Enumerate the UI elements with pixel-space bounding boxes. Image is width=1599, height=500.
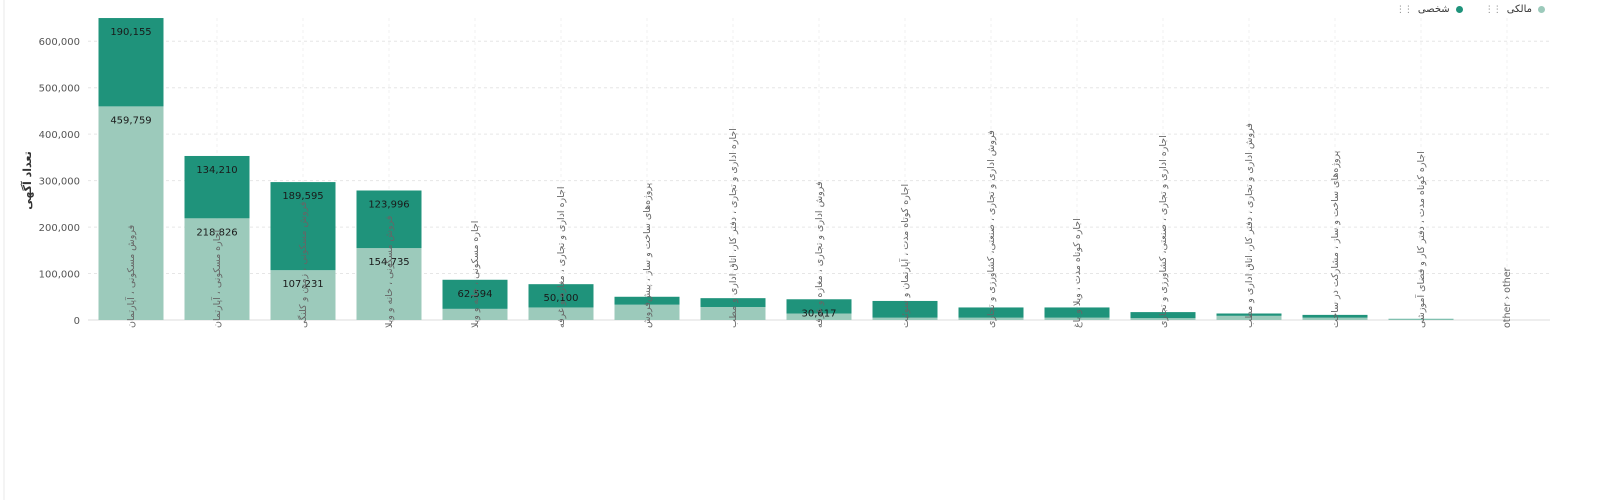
legend-item-malaki[interactable]: مالکی ⋮⋮ <box>1485 4 1545 15</box>
data-label: 154,735 <box>368 257 409 268</box>
data-label: 189,595 <box>282 191 323 202</box>
bar-segment <box>442 279 508 309</box>
x-tick-label: فروش اداری و تجاری ، دفتر کار، اتاق ادار… <box>1244 123 1255 328</box>
x-tick-label: اجاره اداری و تجاری ، مغازه و غرفه <box>556 186 567 328</box>
bar-segment <box>270 182 336 271</box>
bar-segment <box>786 299 852 314</box>
y-tick-label: 100,000 <box>39 270 80 281</box>
bar-segment <box>1302 314 1368 318</box>
data-label: 107,231 <box>282 279 323 290</box>
bar-segment <box>958 317 1024 320</box>
x-tick-label: فروش مسکونی ، آپارتمان <box>124 225 137 328</box>
data-label: 190,155 <box>110 27 151 38</box>
y-axis-title-text: تعداد آگهی <box>20 150 34 210</box>
x-tick-label: فروش مسکونی ، زمین و کلنگی <box>297 202 309 328</box>
data-label: 218,826 <box>196 227 237 238</box>
y-tick-label: 400,000 <box>39 130 80 141</box>
bar-segment <box>528 284 594 308</box>
bar-segment <box>356 248 422 320</box>
data-label: 459,759 <box>110 115 151 126</box>
bar-segment <box>1130 312 1196 319</box>
x-tick-label: اجاره مسکونی ، آپارتمان <box>210 230 223 328</box>
bar-segment <box>1044 317 1110 320</box>
x-tick-label: اجاره اداری و تجاری ، دفتر کار، اتاق ادا… <box>728 128 739 328</box>
bar-segment <box>1302 317 1368 320</box>
y-tick-label: 200,000 <box>39 223 80 234</box>
data-label: 134,210 <box>196 165 237 176</box>
data-label: 50,100 <box>544 293 579 304</box>
bar-segment <box>356 190 422 249</box>
legend-label: شخصی <box>1417 4 1450 15</box>
legend-dot-icon <box>1455 6 1463 13</box>
bar-segment <box>786 313 852 320</box>
legend-dot-icon <box>1538 6 1545 13</box>
bar-segment <box>184 218 250 320</box>
bar-segment <box>872 317 938 320</box>
bar-segment <box>872 300 938 318</box>
x-tick-label: اجاره مسکونی ، خانه و ویلا <box>470 221 481 328</box>
bar-segment <box>614 296 680 305</box>
y-tick-label: 0 <box>74 316 80 327</box>
data-label: 62,594 <box>458 289 493 300</box>
data-label: 123,996 <box>368 199 409 210</box>
data-label: 30,617 <box>802 308 837 319</box>
x-tick-label: پروژه‌های ساخت و ساز ، مشارکت در ساخت <box>1330 150 1341 328</box>
bar-segment <box>1388 319 1454 320</box>
bar-segment <box>1216 313 1282 316</box>
bar-segment <box>1216 315 1282 320</box>
bar-segment <box>700 298 766 307</box>
drag-handle-icon[interactable]: ⋮⋮ <box>1395 4 1413 15</box>
drag-handle-icon[interactable]: ⋮⋮ <box>1484 4 1502 15</box>
bar-segment <box>1130 318 1196 320</box>
y-tick-label: 600,000 <box>39 37 80 48</box>
bar-segment <box>184 155 250 219</box>
x-tick-label: other › other <box>1502 267 1513 328</box>
x-tick-label: اجاره کوتاه مدت ، ویلا و باغ <box>1072 218 1083 328</box>
bar-segment <box>958 307 1024 318</box>
bar-segment <box>98 18 164 107</box>
bar-segment <box>700 306 766 320</box>
y-tick-label: 500,000 <box>39 84 80 95</box>
x-tick-label: اجاره کوتاه مدت ، دفتر کار و فضای آموزشی <box>1414 151 1427 328</box>
x-tick-label: فروش اداری و تجاری ، مغازه و غرفه <box>814 181 825 328</box>
bar-segment <box>1044 307 1110 318</box>
bar-segment <box>528 307 594 320</box>
legend-item-shakhsi[interactable]: شخصی ⋮⋮ <box>1396 4 1463 15</box>
bar-segment <box>270 270 336 320</box>
y-axis-title: تعداد آگهی <box>14 150 40 210</box>
x-tick-label: فروش مسکونی ، خانه و ویلا <box>384 216 395 328</box>
y-tick-label: 300,000 <box>39 177 80 188</box>
bar-segment <box>614 304 680 320</box>
x-tick-label: فروش اداری و تجاری ، صنعتی، کشاورزی و تج… <box>986 130 997 328</box>
legend: مالکی ⋮⋮ شخصی ⋮⋮ <box>1396 4 1545 15</box>
x-tick-label: پروژه‌های ساخت و ساز ، پیش‌فروش <box>642 182 653 328</box>
bar-segment <box>98 106 164 321</box>
bar-segment <box>442 308 508 320</box>
x-tick-label: اجاره اداری و تجاری ، صنعتی، کشاورزی و ت… <box>1158 135 1169 328</box>
x-tick-label: اجاره کوتاه مدت ، آپارتمان و سوئیت <box>898 184 911 328</box>
legend-label: مالکی <box>1506 4 1532 15</box>
